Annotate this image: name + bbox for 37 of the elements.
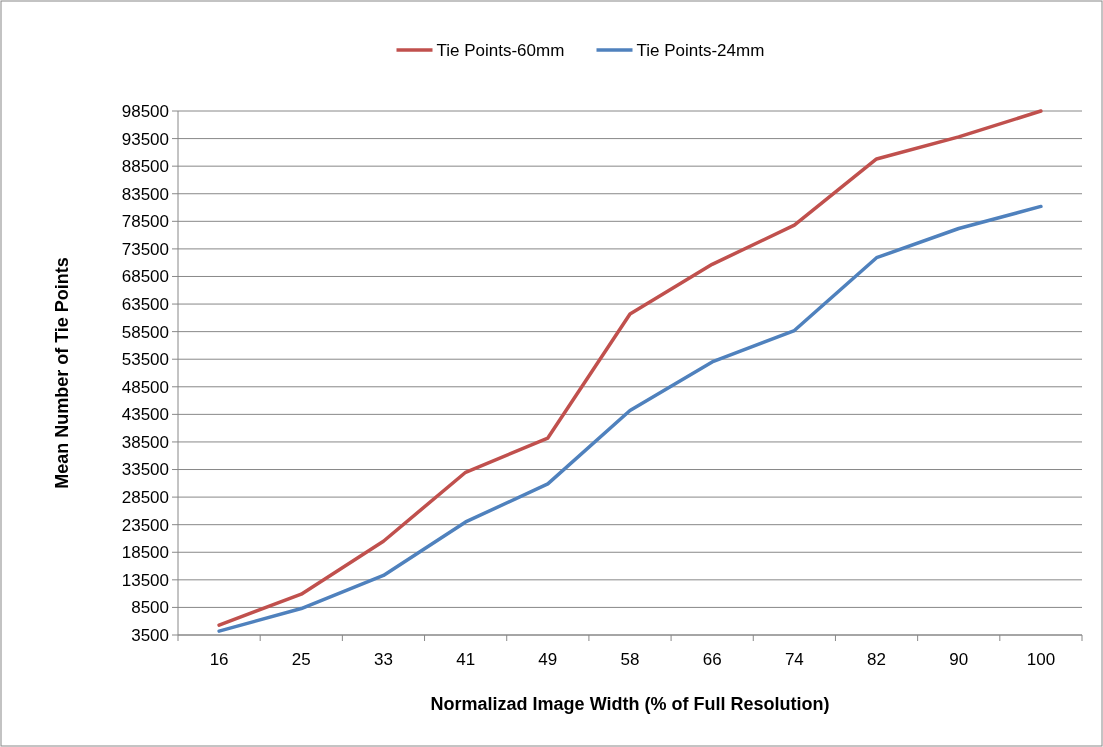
y-tick-label: 58500 (121, 322, 169, 342)
y-tick-label: 73500 (121, 239, 169, 259)
y-axis-title: Mean Number of Tie Points (52, 257, 72, 489)
y-tick-label: 68500 (121, 267, 169, 287)
y-tick-label: 88500 (121, 157, 169, 177)
y-tick-label: 8500 (131, 598, 169, 618)
x-tick-label: 33 (373, 650, 393, 669)
x-tick-label: 16 (209, 650, 229, 669)
line-series (217, 109, 1043, 627)
x-tick-label: 41 (456, 650, 476, 669)
x-tick-label: 100 (1026, 650, 1056, 669)
y-tick-label: 33500 (121, 460, 169, 480)
y-tick-label: 28500 (121, 488, 169, 508)
x-tick-label: 49 (538, 650, 558, 669)
x-tick-label: 74 (784, 650, 804, 669)
y-tick-label: 3500 (131, 625, 169, 645)
y-tick-label: 43500 (121, 405, 169, 425)
line-series (217, 204, 1043, 633)
y-tick-label: 18500 (121, 543, 169, 563)
x-tick-label: 66 (702, 650, 722, 669)
y-tick-label: 48500 (121, 377, 169, 397)
y-tick-label: 23500 (121, 515, 169, 535)
x-axis-title: Normalizad Image Width (% of Full Resolution) (430, 694, 830, 714)
y-tick-label: 98500 (121, 101, 169, 121)
y-tick-label: 93500 (121, 129, 169, 149)
legend-label: Tie Points-24mm (636, 40, 765, 60)
legend-label: Tie Points-60mm (436, 40, 565, 60)
y-tick-label: 13500 (121, 570, 169, 590)
x-tick-label: 58 (620, 650, 640, 669)
y-tick-label: 83500 (121, 184, 169, 204)
y-tick-label: 78500 (121, 212, 169, 232)
x-tick-label: 90 (949, 650, 969, 669)
y-tick-label: 63500 (121, 295, 169, 314)
x-tick-label: 25 (291, 650, 311, 669)
y-tick-label: 53500 (121, 350, 169, 370)
y-tick-label: 38500 (121, 432, 169, 452)
x-tick-label: 82 (867, 650, 887, 669)
